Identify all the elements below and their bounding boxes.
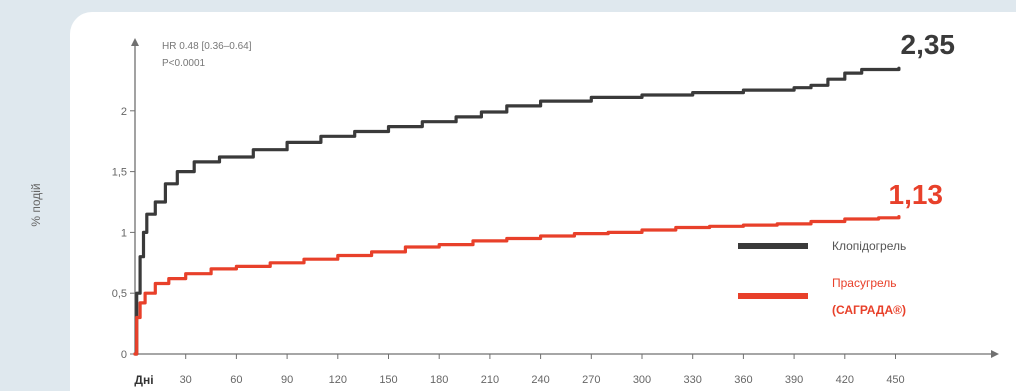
x-tick-label: 390 xyxy=(785,374,803,386)
x-tick-label: 30 xyxy=(180,374,192,386)
x-tick-label: 180 xyxy=(430,374,448,386)
prasugrel-curve xyxy=(133,215,901,356)
x-tick-label: 90 xyxy=(281,374,293,386)
x-tick-label: 300 xyxy=(633,374,651,386)
y-axis-label: % подій xyxy=(29,183,43,227)
p-value-annotation: P<0.0001 xyxy=(162,58,206,69)
km-curve-chart: 0 0,5 1 1,5 2 Дні 30 60 90 120 150 180 210 240 270 300 3… xyxy=(112,29,999,387)
x-tick-label: 60 xyxy=(230,374,242,386)
x-tick-label: 150 xyxy=(379,374,397,386)
x-axis-arrow xyxy=(991,350,999,358)
y-tick-label: 1,5 xyxy=(112,167,127,179)
hr-annotation: HR 0.48 [0.36–0.64] xyxy=(162,41,252,52)
clopidogrel-curve xyxy=(133,66,901,356)
x-tick-label: 210 xyxy=(481,374,499,386)
x-tick-label: 120 xyxy=(329,374,347,386)
x-tick-label: 360 xyxy=(734,374,752,386)
y-tick-label: 2 xyxy=(121,106,127,118)
prasugrel-end-value: 1,13 xyxy=(889,179,944,210)
legend-label-prasugrel: Прасугрель xyxy=(832,276,897,290)
clopidogrel-end-value: 2,35 xyxy=(901,29,956,60)
x-tick-label: 330 xyxy=(684,374,702,386)
y-tick-label: 0 xyxy=(121,349,127,361)
x-tick-label: 240 xyxy=(531,374,549,386)
y-tick-label: 0,5 xyxy=(112,288,127,300)
x-axis-label: Дні xyxy=(134,373,153,387)
x-tick-label: 420 xyxy=(836,374,854,386)
y-axis-arrow xyxy=(131,38,139,46)
chart-card: 0 0,5 1 1,5 2 Дні 30 60 90 120 150 180 210 240 270 300 3… xyxy=(70,12,1016,391)
x-tick-label: 270 xyxy=(582,374,600,386)
x-tick-label: 450 xyxy=(886,374,904,386)
legend-label-prasugrel-brand: (САГРАДА®) xyxy=(832,303,906,317)
legend-label-clopidogrel: Клопідогрель xyxy=(832,239,906,253)
y-tick-label: 1 xyxy=(121,227,127,239)
